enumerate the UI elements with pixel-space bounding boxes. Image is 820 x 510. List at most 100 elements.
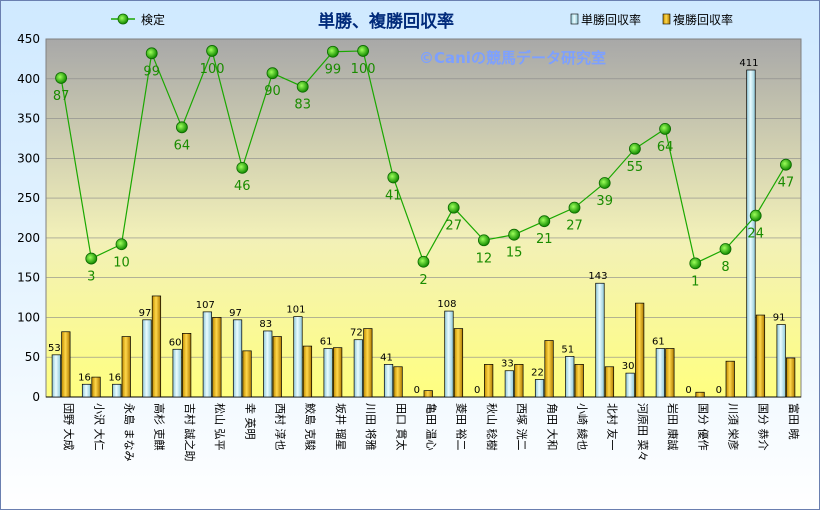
bar-tansho-label: 83 xyxy=(259,319,272,330)
line-point-label: 24 xyxy=(747,227,764,242)
line-point-label: 3 xyxy=(87,270,95,285)
bar-fukusho xyxy=(635,302,645,398)
bar-tansho xyxy=(142,319,152,398)
bar-tansho xyxy=(293,316,303,398)
legend-label-line: 検定 xyxy=(141,12,165,27)
bar-fukusho xyxy=(574,364,584,398)
line-point xyxy=(296,80,309,93)
gridlines xyxy=(46,78,801,398)
bar-fukusho xyxy=(333,347,343,398)
line-point-label: 10 xyxy=(113,255,130,270)
line-point-label: 27 xyxy=(445,219,462,234)
line-point-label: 47 xyxy=(778,176,795,191)
y-tick-label: 350 xyxy=(17,112,40,126)
bar-tansho xyxy=(595,282,605,398)
line-point-label: 87 xyxy=(53,89,70,104)
line-point xyxy=(780,158,792,171)
bar-tansho-label: 53 xyxy=(48,343,61,354)
bar-fukusho xyxy=(242,350,252,398)
bar-tansho-label: 60 xyxy=(169,337,182,348)
line-point xyxy=(477,234,490,247)
line-point-label: 12 xyxy=(476,251,493,266)
x-tick-label: 秋山 稔樹 xyxy=(485,403,499,451)
bar-tansho xyxy=(444,310,454,398)
bar-tansho xyxy=(172,348,182,398)
bar-tansho xyxy=(746,69,756,398)
bar-tansho xyxy=(263,330,273,398)
bar-tansho-label: 33 xyxy=(501,359,514,370)
bar-tansho-label: 51 xyxy=(561,344,574,355)
bar-tansho xyxy=(504,370,514,398)
line-point-label: 15 xyxy=(506,246,523,261)
x-tick-label: 西塚 洸二 xyxy=(515,403,529,451)
y-tick-label: 50 xyxy=(25,350,40,364)
y-tick-label: 0 xyxy=(32,390,40,404)
bar-tansho-label: 97 xyxy=(229,308,242,319)
x-tick-label: 国分 優作 xyxy=(696,403,709,451)
x-tick-label: 富田 暁 xyxy=(787,403,801,440)
legend-line-marker xyxy=(117,13,129,25)
bar-tansho xyxy=(776,324,786,398)
line-point xyxy=(598,177,611,189)
line-point-label: 83 xyxy=(294,98,311,113)
line-point xyxy=(447,201,460,214)
line-point xyxy=(508,228,520,241)
x-tick-label: 小崎 綾也 xyxy=(576,403,590,451)
x-tick-label: 川須 栄彦 xyxy=(727,403,741,451)
x-tick-label: 坂井 瑠星 xyxy=(334,403,348,451)
line-point-label: 8 xyxy=(721,260,729,275)
line-point-label: 41 xyxy=(385,188,402,203)
bar-fukusho xyxy=(453,328,464,398)
line-point xyxy=(236,161,249,174)
y-tick-label: 250 xyxy=(17,191,40,205)
line-point xyxy=(357,45,370,57)
bar-tansho-label: 22 xyxy=(531,367,544,378)
line-point-label: 90 xyxy=(264,84,281,99)
bar-fukusho xyxy=(484,364,494,398)
bar-tansho xyxy=(51,354,61,398)
line-point xyxy=(55,72,67,84)
bar-tansho xyxy=(202,311,212,398)
bar-fukusho xyxy=(514,364,524,398)
bar-fukusho xyxy=(363,328,373,398)
line-point-label: 100 xyxy=(200,62,225,77)
x-tick-label: 角田 大和 xyxy=(545,403,559,451)
bar-tansho xyxy=(112,383,122,398)
y-tick-label: 450 xyxy=(17,32,40,46)
x-axis-categories: 団野 大成 小沢 大仁 永島 まなみ 高杉 吏麒 吉村 誠之助 松山 弘平 幸 英明 西村 淳… xyxy=(62,403,801,462)
bar-fukusho xyxy=(272,336,282,398)
bar-fukusho xyxy=(121,336,131,398)
bar-fukusho xyxy=(423,390,433,398)
bar-tansho xyxy=(232,319,243,398)
bar-tansho-label: 107 xyxy=(196,300,215,311)
bar-tansho xyxy=(565,356,575,398)
bar-tansho-label: 91 xyxy=(773,313,786,324)
bar-tansho-label: 30 xyxy=(622,361,635,372)
watermark: ©Caniの競馬データ研究室 xyxy=(419,49,606,67)
bar-tansho xyxy=(353,339,363,398)
x-tick-label: 西村 淳也 xyxy=(274,403,288,451)
x-tick-label: 鮫島 克駿 xyxy=(304,403,318,451)
bar-tansho-label: 0 xyxy=(716,385,722,396)
y-axis: 0 50 100 150 200 250 300 350 400 450 xyxy=(17,32,40,404)
line-point xyxy=(749,209,762,222)
bar-fukusho xyxy=(544,340,554,398)
bar-tansho xyxy=(655,348,665,398)
line-point-label: 1 xyxy=(691,274,699,289)
bar-fukusho xyxy=(212,317,222,398)
x-tick-label: 松山 弘平 xyxy=(213,403,227,451)
bar-tansho-label: 101 xyxy=(286,305,305,316)
bar-fukusho xyxy=(786,357,796,398)
line-point-label: 46 xyxy=(234,179,251,194)
line-point-label: 21 xyxy=(536,232,553,247)
chart-title: 単勝、複勝回収率 xyxy=(318,11,454,32)
x-tick-label: 小沢 大仁 xyxy=(92,403,106,451)
bar-tansho-label: 0 xyxy=(474,385,480,396)
y-tick-label: 400 xyxy=(17,72,40,86)
legend-label-tansho: 単勝回収率 xyxy=(581,12,641,27)
y-tick-label: 100 xyxy=(17,310,40,324)
bar-fukusho xyxy=(61,331,71,398)
bar-tansho-label: 0 xyxy=(414,385,420,396)
line-point xyxy=(659,122,671,135)
